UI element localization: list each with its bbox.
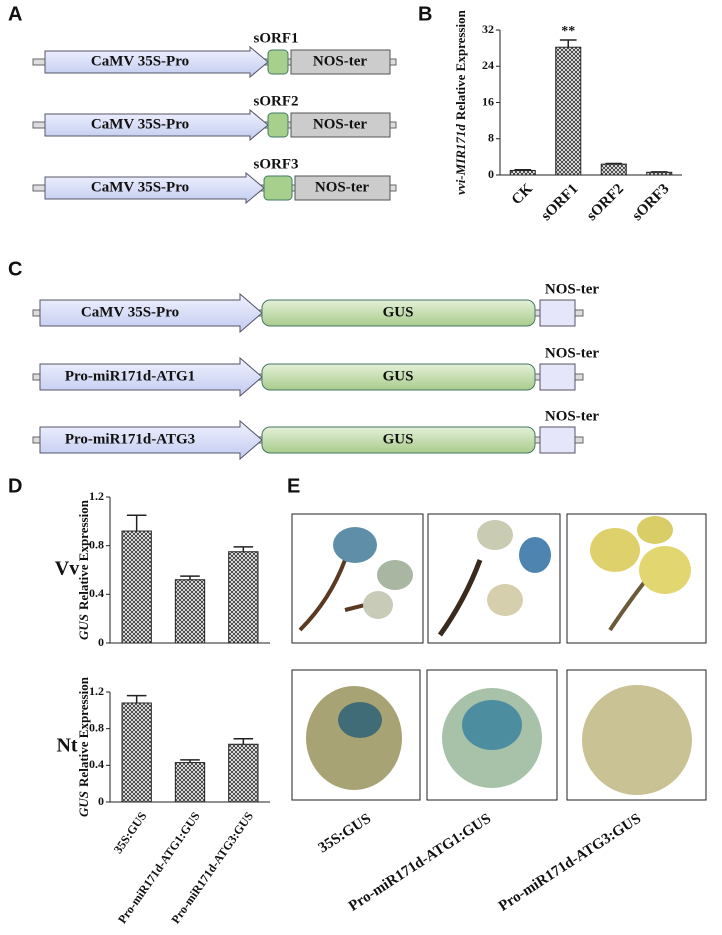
bar <box>228 551 259 644</box>
x-tick-label: sORF3 <box>629 181 672 224</box>
terminator-box <box>539 426 576 454</box>
gene-label: GUS <box>383 368 414 384</box>
y-tick-label: 0.4 <box>89 586 104 600</box>
panel-label: D <box>8 475 22 497</box>
y-tick-label: 0 <box>98 794 104 808</box>
gene-label: GUS <box>383 304 414 320</box>
promoter-label: CaMV 35S-Pro <box>91 116 189 132</box>
y-tick-label: 0 <box>488 167 494 181</box>
terminator-label: NOS-ter <box>545 281 599 297</box>
y-tick-label: 8 <box>488 131 494 145</box>
x-tick-label: CK <box>509 181 536 208</box>
bar <box>646 171 673 176</box>
panel-label: C <box>8 258 22 280</box>
promoter-label: Pro-miR171d-ATG3 <box>65 431 195 447</box>
bar <box>228 743 259 803</box>
y-axis-label: GUS Relative Expression <box>76 676 91 817</box>
promoter-arrow <box>39 292 263 334</box>
terminator-box <box>290 112 391 138</box>
gene-box <box>261 363 536 391</box>
photos <box>291 513 707 801</box>
gene-label: GUS <box>383 431 414 447</box>
y-tick-label: 1.2 <box>89 684 104 698</box>
panel-label: E <box>287 475 300 497</box>
y-tick-label: 16 <box>482 94 494 108</box>
orf-box <box>263 175 293 201</box>
y-tick-label: 0.8 <box>89 537 104 551</box>
y-axis-label: vvi-MIR171d Relative Expression <box>453 9 468 194</box>
orf-box <box>267 112 289 138</box>
bar <box>555 46 582 176</box>
promoter-label: CaMV 35S-Pro <box>91 179 189 195</box>
orf-label: sORF3 <box>254 156 299 172</box>
y-tick-label: 0.8 <box>89 720 104 734</box>
promoter-arrow <box>44 171 265 205</box>
terminator-label: NOS-ter <box>313 116 367 132</box>
promoter-arrow <box>44 108 269 142</box>
photo-label: 35S:GUS <box>316 811 374 857</box>
photo-label: Pro-miR171d-ATG3:GUS <box>496 811 644 915</box>
terminator-label: NOS-ter <box>545 408 599 424</box>
x-tick-label: sORF1 <box>538 181 581 224</box>
bar <box>600 163 627 176</box>
terminator-label: NOS-ter <box>315 179 369 195</box>
promoter-arrow <box>44 45 269 79</box>
terminator-box <box>539 363 576 391</box>
terminator-box <box>539 299 576 327</box>
y-tick-label: 24 <box>482 58 494 72</box>
gene-box <box>261 426 536 454</box>
y-label-gene: GUS <box>76 614 91 640</box>
panel-label: B <box>418 3 432 25</box>
panel-label: A <box>8 3 22 25</box>
y-label-text: Relative Expression <box>453 9 468 120</box>
y-tick-label: 1.2 <box>89 489 104 503</box>
y-label-gene: GUS <box>76 791 91 817</box>
y-label-text: Relative Expression <box>76 676 91 787</box>
bar <box>121 530 152 644</box>
bar <box>174 762 206 803</box>
y-tick-label: 0.4 <box>89 757 104 771</box>
terminator-box <box>294 175 391 201</box>
x-tick-label: 35S:GUS <box>111 809 150 856</box>
orf-label: sORF2 <box>254 93 299 109</box>
x-tick-label: sORF2 <box>584 181 627 224</box>
bar <box>121 702 152 803</box>
significance: ** <box>561 24 575 39</box>
row-label: Nt <box>56 735 77 757</box>
terminator-box <box>290 49 391 75</box>
terminator-label: NOS-ter <box>313 53 367 69</box>
row-label: Vv <box>55 558 79 580</box>
gene-box <box>261 299 536 327</box>
promoter-label: CaMV 35S-Pro <box>91 53 189 69</box>
promoter-arrow <box>39 419 263 461</box>
bar <box>174 579 206 644</box>
bar <box>509 169 536 176</box>
y-label-gene: vvi-MIR171d <box>453 124 468 195</box>
y-label-text: Relative Expression <box>76 499 91 610</box>
promoter-arrow <box>39 356 263 398</box>
terminator-label: NOS-ter <box>545 345 599 361</box>
y-tick-label: 0 <box>98 635 104 649</box>
orf-box <box>267 49 289 75</box>
y-axis-label: GUS Relative Expression <box>76 499 91 640</box>
orf-label: sORF1 <box>254 30 299 46</box>
y-tick-label: 32 <box>482 22 494 36</box>
promoter-label: CaMV 35S-Pro <box>81 304 179 320</box>
promoter-label: Pro-miR171d-ATG1 <box>65 368 195 384</box>
